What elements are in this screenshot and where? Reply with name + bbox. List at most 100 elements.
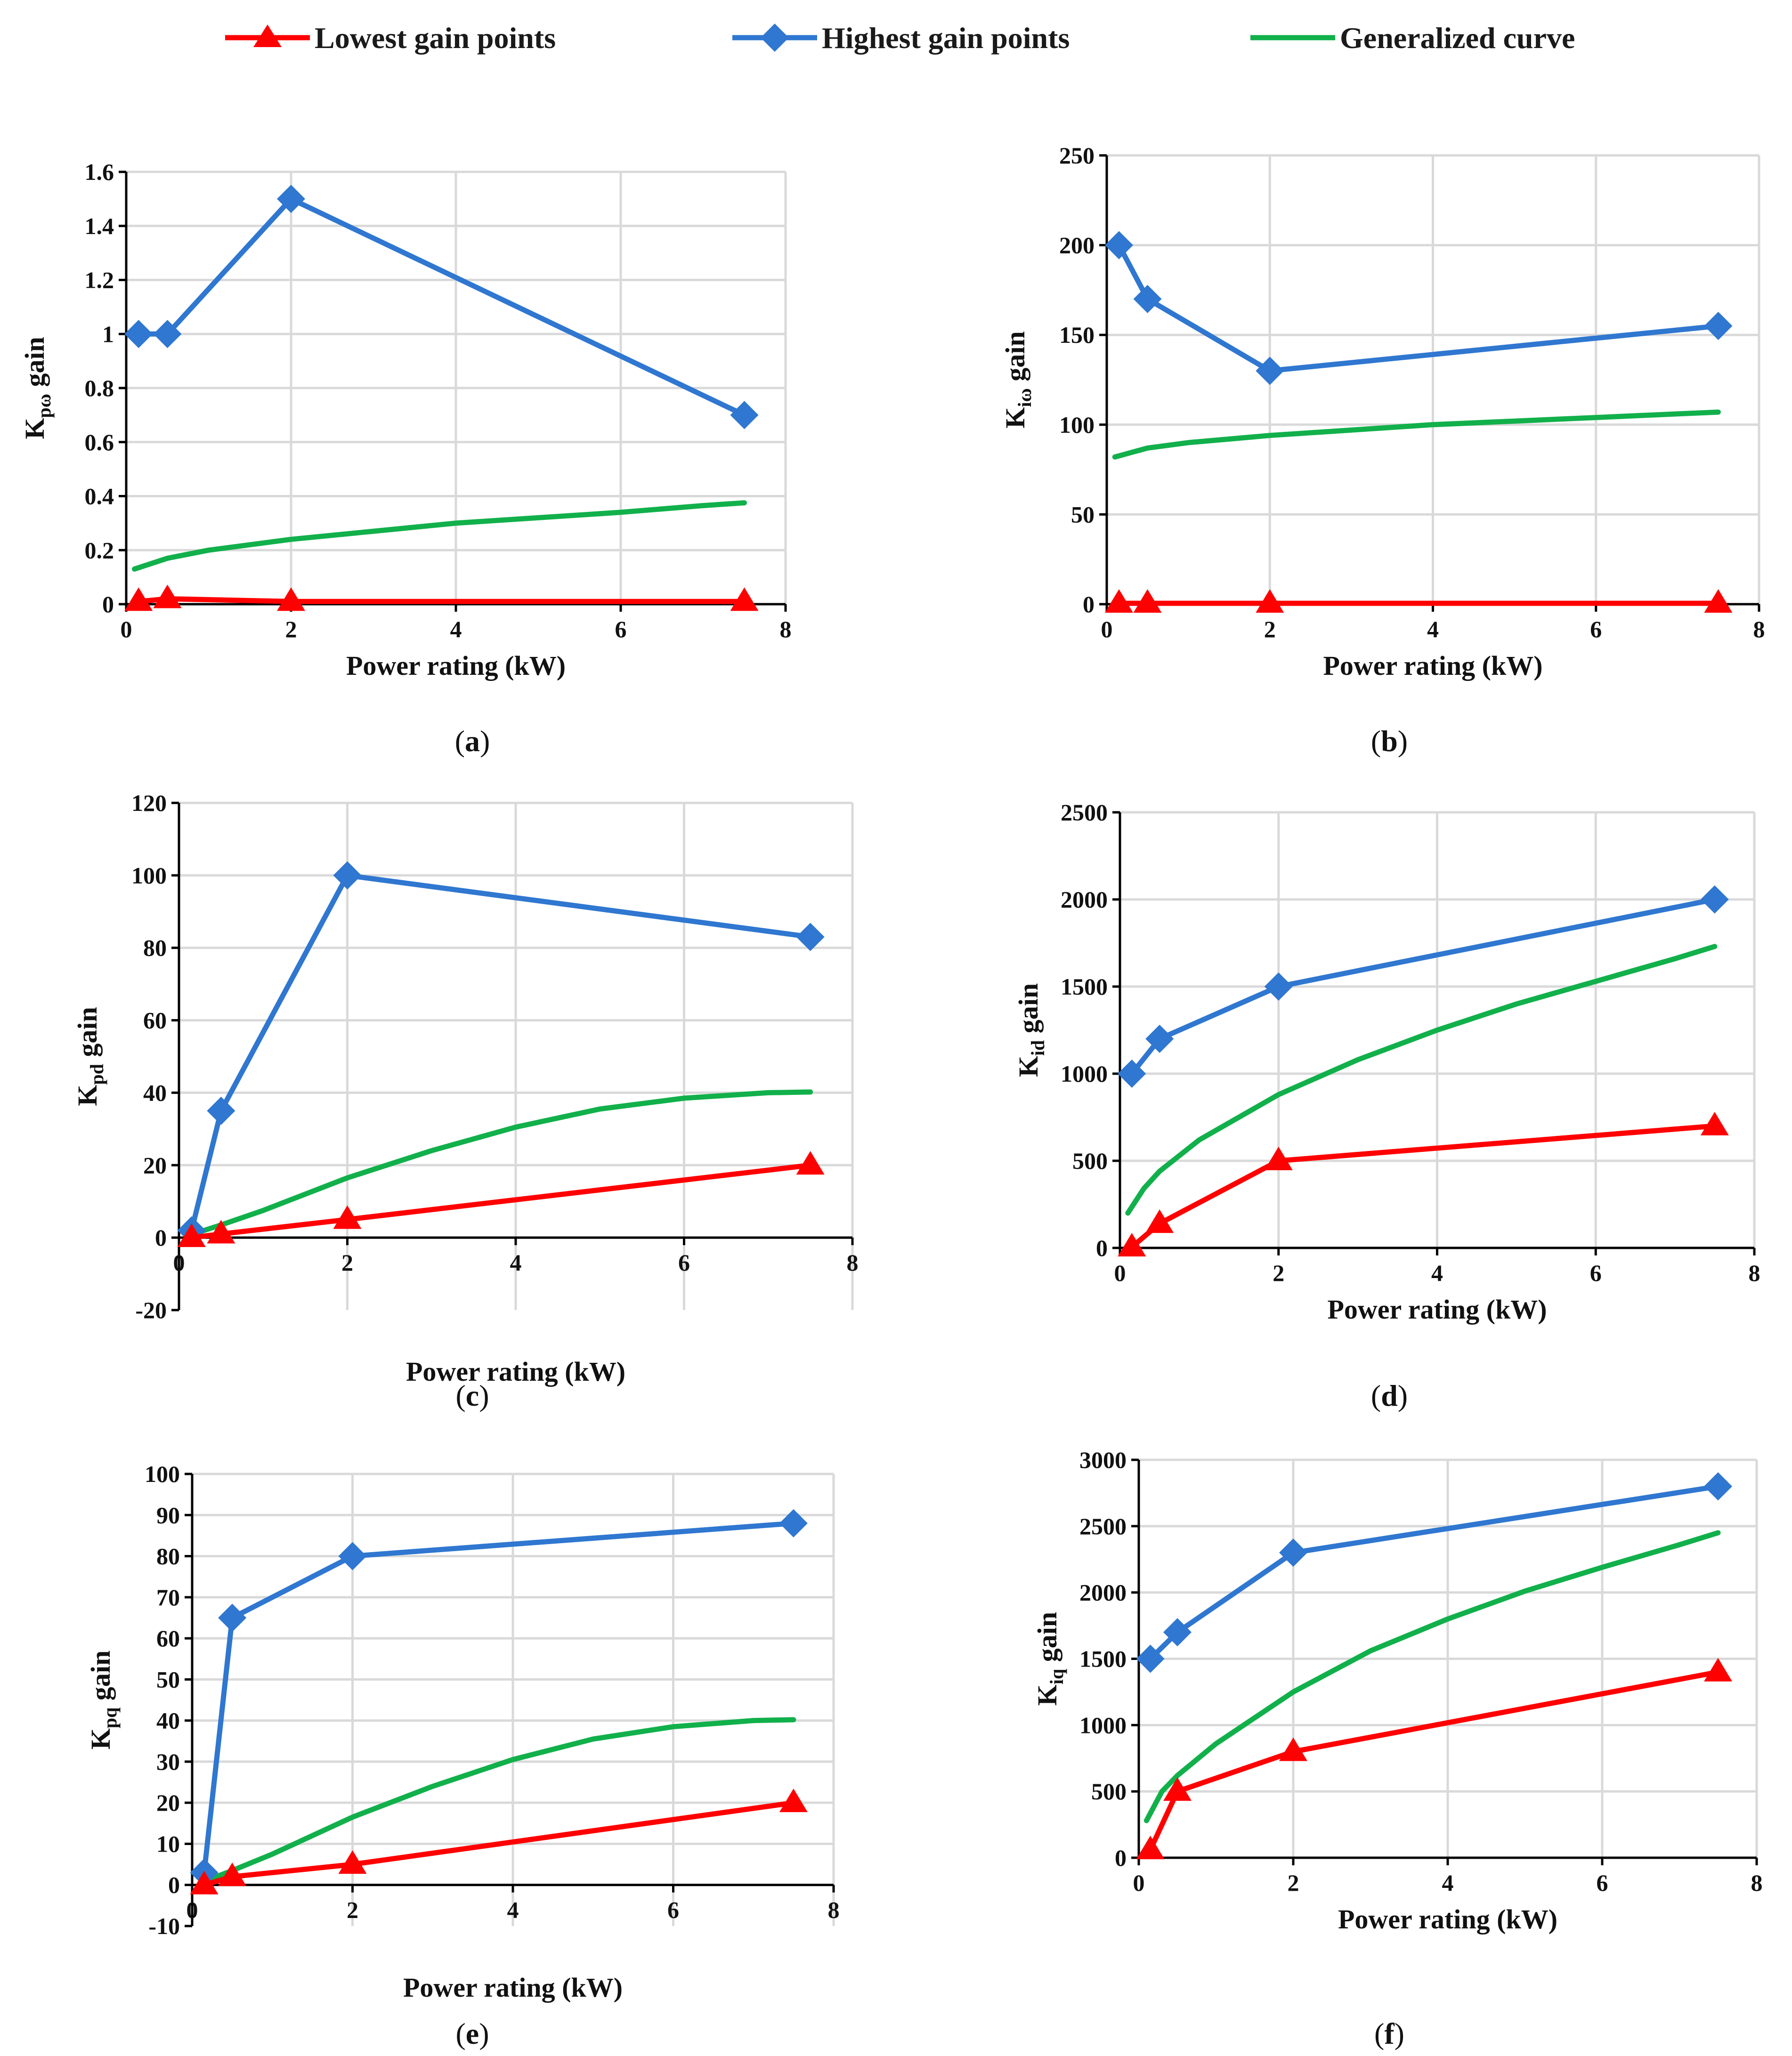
data-point-diamond [207,1096,235,1125]
data-point-diamond [153,320,182,348]
panel-label-letter: e [466,2017,479,2050]
y-axis-title-sub: iq [1046,1669,1067,1684]
series-generalized-curve [1143,1530,1721,1823]
panel-label: (d) [1371,1379,1408,1412]
y-tick-label: 200 [1059,232,1095,259]
chart-panel-a: 0 0.2 0.4 0.6 0.8 1 1.2 1.4 1.6 0 2 4 6 8 Power rating… [19,159,792,758]
data-point-triangle [277,587,305,611]
x-tick-label: 4 [450,616,462,642]
y-tick-label: 500 [1072,1148,1108,1174]
series-highest-gain-points [124,185,759,429]
y-axis-title: Kpd gain [72,1007,107,1106]
y-tick-label: 0 [1115,1845,1127,1871]
y-tick-label: 1000 [1061,1060,1108,1087]
panel-label: (b) [1371,724,1408,758]
x-tick-label: 0 [1133,1870,1145,1896]
series-line [189,873,813,1233]
panel-label-letter: b [1381,724,1398,758]
y-axis-title: Kid gain [1013,983,1048,1077]
data-point-diamond [1118,1060,1146,1088]
y-tick-label: 40 [143,1079,167,1106]
y-tick-label: 2500 [1061,799,1108,826]
data-point-diamond [1163,1618,1192,1647]
y-tick-label: 30 [156,1748,180,1775]
legend-item-lowest: Lowest gain points [225,21,556,55]
y-tick-label: 50 [156,1666,180,1692]
panel-label-letter: c [466,1379,479,1412]
data-point-diamond [1704,312,1733,340]
diamond-marker-icon [761,24,789,52]
panel-label-close: ) [1398,724,1408,758]
x-tick-label: 2 [347,1897,358,1923]
y-tick-label: 0.8 [85,375,114,401]
legend-item-highest: Highest gain points [732,21,1070,55]
chart-panel-f: 0 500 1000 1500 2000 2500 3000 0 2 4 6 8 Power ratin… [1032,1447,1763,2050]
legend-label-highest: Highest gain points [822,21,1070,55]
panel-label-letter: f [1384,2017,1395,2050]
series-line [1148,1483,1721,1661]
chart-panel-b: 0 50 100 150 200 250 0 2 4 6 8 Power rating (kW) Kiω… [1000,142,1765,758]
y-tick-label: 0 [1096,1235,1108,1261]
series-highest-gain-points [190,1509,808,1887]
data-point-diamond [730,401,759,429]
x-tick-label: 6 [1590,1260,1602,1286]
series-line [1148,1669,1721,1853]
data-point-triangle [190,1870,219,1894]
x-axis-title: Power rating (kW) [346,650,566,681]
y-axis-title-main: K [72,1085,103,1106]
series-line [136,196,747,418]
panel-label-open: ( [1374,2017,1384,2050]
y-tick-label: 70 [156,1584,180,1611]
y-tick-label: 1.4 [85,213,114,239]
y-tick-label: -10 [148,1913,180,1939]
data-point-diamond [779,1509,808,1538]
y-tick-label: 1.2 [85,267,114,293]
series-generalized-curve [1125,944,1718,1216]
data-point-triangle [1133,589,1162,613]
y-axis-title-main: K [1013,1056,1044,1077]
x-tick-label: 6 [615,616,627,642]
series-lowest-gain-points [177,1151,825,1247]
data-point-triangle [1118,1233,1146,1257]
series-highest-gain-points [1118,885,1729,1088]
data-point-triangle [796,1151,825,1175]
y-axis-title-main: K [19,418,50,439]
data-point-triangle [177,1223,206,1247]
y-tick-label: 20 [143,1152,167,1178]
y-tick-label: 0 [155,1224,167,1251]
y-tick-label: 1500 [1061,973,1108,1000]
y-tick-label: 2000 [1061,886,1108,913]
x-axis-title: Power rating (kW) [1327,1294,1547,1325]
y-tick-label: 20 [156,1789,180,1816]
x-tick-label: 6 [667,1897,679,1923]
legend-item-generalized: Generalized curve [1250,21,1575,55]
data-point-triangle [730,587,759,611]
y-tick-label: 2500 [1079,1513,1127,1539]
legend: Lowest gain points Highest gain points G… [225,21,1575,55]
x-tick-label: 6 [678,1249,690,1276]
y-tick-label: 80 [156,1543,180,1570]
data-point-diamond [1136,1644,1165,1673]
data-point-triangle [207,1220,235,1244]
legend-label-lowest: Lowest gain points [315,21,556,55]
x-tick-label: 2 [1273,1260,1284,1286]
panel-label-close: ) [480,724,490,758]
y-tick-label: 0.6 [85,429,114,455]
x-tick-label: 2 [1288,1870,1299,1896]
y-tick-label: 3000 [1079,1447,1127,1473]
y-tick-label: 90 [156,1502,180,1528]
data-point-triangle [1264,1147,1293,1170]
y-tick-label: 50 [1071,501,1095,527]
x-tick-label: 2 [341,1249,353,1276]
data-point-triangle [1700,1112,1729,1135]
series-line [202,1521,796,1875]
y-tick-label: 0 [102,591,114,617]
data-point-diamond [338,1542,367,1570]
series-generalized-curve [132,500,747,572]
y-tick-label: 250 [1059,142,1095,169]
series-lowest-gain-points [1118,1112,1729,1257]
y-axis-title-main: K [1000,407,1030,429]
y-axis-title-sub: pq [99,1708,121,1729]
series-line [197,1717,796,1886]
